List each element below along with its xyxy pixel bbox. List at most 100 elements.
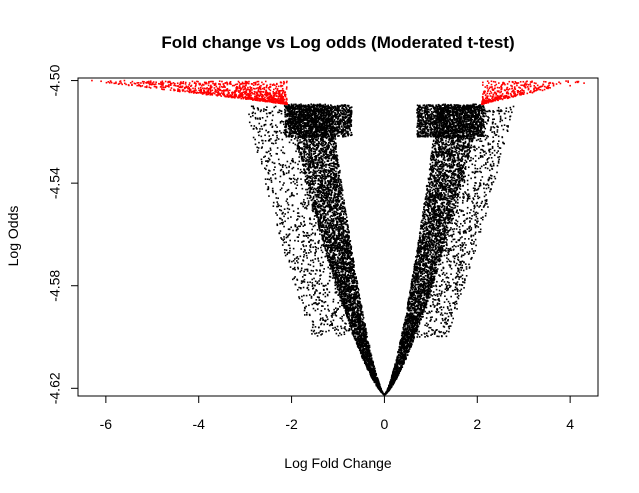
data-point <box>448 214 450 217</box>
data-point <box>417 281 419 283</box>
data-point <box>310 147 313 150</box>
data-point <box>433 204 436 207</box>
data-point <box>438 144 440 146</box>
data-point <box>419 249 421 252</box>
data-point <box>454 182 457 185</box>
data-point <box>457 176 459 179</box>
data-point <box>441 179 443 181</box>
data-point <box>331 162 334 165</box>
data-point <box>442 141 445 144</box>
data-point <box>312 201 315 204</box>
data-point <box>459 164 461 167</box>
data-point <box>454 170 456 173</box>
data-point <box>439 176 442 179</box>
data-point <box>474 103 477 106</box>
data-point <box>320 166 323 169</box>
data-point <box>440 206 443 209</box>
data-point <box>456 188 459 191</box>
data-point <box>430 186 433 189</box>
data-point <box>439 234 442 236</box>
data-point <box>448 175 450 177</box>
data-point <box>458 115 461 118</box>
data-point <box>328 210 330 213</box>
data-point <box>417 245 420 248</box>
data-point <box>436 268 439 270</box>
data-point <box>336 250 339 253</box>
data-point <box>439 255 442 258</box>
data-point <box>319 221 322 223</box>
data-point <box>337 194 339 197</box>
data-point <box>437 218 440 221</box>
data-point <box>424 302 427 304</box>
data-point <box>325 166 327 168</box>
data-point <box>434 241 436 244</box>
data-point <box>434 144 436 147</box>
data-point <box>322 159 324 162</box>
data-point <box>331 249 333 252</box>
data-point <box>455 200 457 203</box>
data-point <box>430 199 432 202</box>
data-point <box>437 161 439 164</box>
data-point <box>438 181 441 184</box>
data-point <box>454 205 457 207</box>
data-point <box>446 165 449 168</box>
data-point <box>401 354 404 357</box>
data-point <box>433 255 435 257</box>
data-point <box>451 188 453 190</box>
data-point <box>434 269 437 272</box>
data-point <box>437 148 440 150</box>
data-point <box>435 180 437 183</box>
data-point <box>438 123 441 126</box>
data-point <box>443 182 445 185</box>
data-point <box>343 217 346 220</box>
data-point <box>333 210 335 213</box>
data-point <box>461 155 464 158</box>
data-point <box>330 200 332 202</box>
data-point <box>455 150 457 153</box>
data-point <box>353 279 355 281</box>
data-point <box>458 161 461 164</box>
data-point <box>314 152 317 154</box>
data-point <box>409 289 412 292</box>
data-point <box>430 152 433 154</box>
data-point <box>314 150 317 153</box>
data-point <box>347 224 349 227</box>
data-point <box>327 139 330 141</box>
data-point <box>308 179 310 182</box>
points-layer <box>91 79 585 396</box>
data-point <box>345 212 347 215</box>
data-point <box>404 326 406 328</box>
data-point <box>326 231 328 234</box>
data-point <box>319 181 322 184</box>
data-point <box>443 230 445 232</box>
data-point <box>425 200 427 203</box>
data-point <box>326 173 329 176</box>
data-point <box>452 179 454 182</box>
data-point <box>330 218 333 220</box>
data-point <box>324 177 326 180</box>
data-point <box>467 114 470 116</box>
data-point <box>410 305 413 307</box>
data-point <box>332 272 334 275</box>
data-point <box>319 164 322 167</box>
data-point <box>322 203 324 206</box>
data-point <box>453 179 456 182</box>
data-point <box>340 184 343 186</box>
data-point <box>414 332 416 334</box>
data-point <box>458 177 460 180</box>
data-point <box>326 185 329 188</box>
data-point <box>451 158 454 161</box>
data-point <box>336 286 339 288</box>
data-point <box>358 296 360 299</box>
data-point <box>311 186 314 189</box>
data-point <box>315 158 317 161</box>
data-point <box>329 152 332 155</box>
data-point <box>449 205 451 208</box>
data-point <box>412 296 415 298</box>
data-point <box>431 246 433 249</box>
data-point <box>337 242 340 245</box>
data-point <box>415 292 418 295</box>
data-point <box>463 162 466 164</box>
data-point <box>329 247 332 250</box>
data-point <box>335 226 338 229</box>
